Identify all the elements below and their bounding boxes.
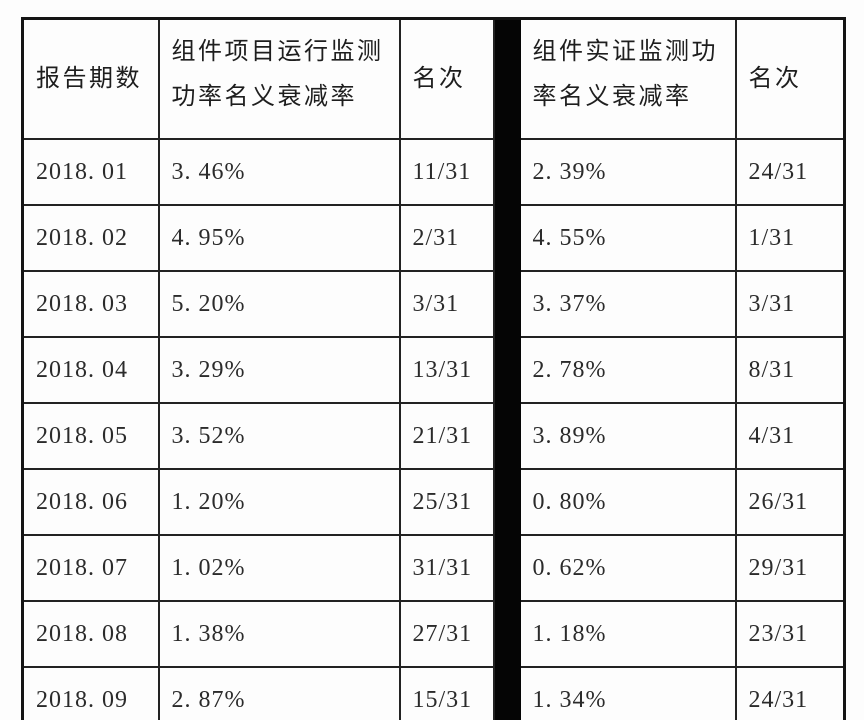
empirical-rank-cell: 26/31 — [734, 468, 846, 536]
operation-rank-cell: 2/31 — [398, 204, 495, 272]
operation-rank-cell: 27/31 — [398, 600, 495, 668]
header-empirical-rank-label: 名次 — [748, 65, 802, 92]
header-empirical-line1: 组件实证监测功 — [532, 39, 718, 65]
period-cell: 2018. 04 — [21, 336, 160, 404]
operation-rate-cell: 4. 95% — [157, 204, 401, 272]
empirical-rank-cell: 1/31 — [734, 204, 846, 272]
operation-rank-cell: 21/31 — [398, 402, 495, 470]
table-row: 2018. 04 3. 29% 13/31 2. 78% 8/31 — [21, 336, 846, 404]
table-row: 2018. 06 1. 20% 25/31 0. 80% 26/31 — [21, 468, 846, 536]
header-cell-empirical-rate: 组件实证监测功 率名义衰减率 — [518, 17, 737, 140]
empirical-rate-cell: 2. 78% — [518, 336, 737, 404]
table-row: 2018. 03 5. 20% 3/31 3. 37% 3/31 — [21, 270, 846, 338]
divider-cell — [492, 468, 521, 536]
operation-rate-cell: 2. 87% — [157, 666, 401, 720]
table-row: 2018. 01 3. 46% 11/31 2. 39% 24/31 — [21, 138, 846, 206]
operation-rate-cell: 3. 52% — [157, 402, 401, 470]
divider-cell — [492, 138, 521, 206]
decay-comparison-table: 报告期数 组件项目运行监测 功率名义衰减率 名次 组件实证监测功 率名义衰减率 … — [21, 17, 846, 720]
divider-cell — [492, 534, 521, 602]
period-cell: 2018. 07 — [21, 534, 160, 602]
operation-rank-cell: 13/31 — [398, 336, 495, 404]
operation-rate-cell: 3. 29% — [157, 336, 401, 404]
divider-cell — [492, 336, 521, 404]
header-row: 报告期数 组件项目运行监测 功率名义衰减率 名次 组件实证监测功 率名义衰减率 … — [21, 17, 846, 140]
divider-cell — [492, 600, 521, 668]
operation-rate-cell: 3. 46% — [157, 138, 401, 206]
period-cell: 2018. 05 — [21, 402, 160, 470]
empirical-rate-cell: 0. 80% — [518, 468, 737, 536]
divider-bar — [492, 17, 521, 140]
operation-rate-cell: 1. 38% — [157, 600, 401, 668]
empirical-rate-cell: 3. 37% — [518, 270, 737, 338]
table-row: 2018. 05 3. 52% 21/31 3. 89% 4/31 — [21, 402, 846, 470]
header-empirical-line2: 率名义衰减率 — [532, 84, 692, 110]
table-row: 2018. 07 1. 02% 31/31 0. 62% 29/31 — [21, 534, 846, 602]
period-cell: 2018. 02 — [21, 204, 160, 272]
empirical-rank-cell: 3/31 — [734, 270, 846, 338]
empirical-rank-cell: 4/31 — [734, 402, 846, 470]
header-period-label: 报告期数 — [36, 65, 142, 92]
operation-rate-cell: 1. 20% — [157, 468, 401, 536]
header-cell-operation-rate: 组件项目运行监测 功率名义衰减率 — [157, 17, 401, 140]
empirical-rank-cell: 24/31 — [734, 138, 846, 206]
period-cell: 2018. 01 — [21, 138, 160, 206]
divider-cell — [492, 402, 521, 470]
period-cell: 2018. 03 — [21, 270, 160, 338]
divider-cell — [492, 270, 521, 338]
table-body: 2018. 01 3. 46% 11/31 2. 39% 24/31 2018.… — [21, 138, 846, 720]
table-row: 2018. 02 4. 95% 2/31 4. 55% 1/31 — [21, 204, 846, 272]
operation-rate-cell: 1. 02% — [157, 534, 401, 602]
operation-rank-cell: 31/31 — [398, 534, 495, 602]
empirical-rate-cell: 2. 39% — [518, 138, 737, 206]
empirical-rate-cell: 4. 55% — [518, 204, 737, 272]
period-cell: 2018. 08 — [21, 600, 160, 668]
header-operation-line1: 组件项目运行监测 — [171, 39, 384, 65]
operation-rate-cell: 5. 20% — [157, 270, 401, 338]
empirical-rank-cell: 8/31 — [734, 336, 846, 404]
header-cell-empirical-rank: 名次 — [734, 17, 846, 140]
operation-rank-cell: 25/31 — [398, 468, 495, 536]
operation-rank-cell: 15/31 — [398, 666, 495, 720]
table-row: 2018. 09 2. 87% 15/31 1. 34% 24/31 — [21, 666, 846, 720]
operation-rank-cell: 11/31 — [398, 138, 495, 206]
divider-cell — [492, 666, 521, 720]
table-header: 报告期数 组件项目运行监测 功率名义衰减率 名次 组件实证监测功 率名义衰减率 … — [21, 17, 846, 140]
operation-rank-cell: 3/31 — [398, 270, 495, 338]
empirical-rate-cell: 1. 18% — [518, 600, 737, 668]
period-cell: 2018. 09 — [21, 666, 160, 720]
header-operation-rank-label: 名次 — [412, 65, 466, 92]
table-row: 2018. 08 1. 38% 27/31 1. 18% 23/31 — [21, 600, 846, 668]
header-cell-period: 报告期数 — [21, 17, 160, 140]
period-cell: 2018. 06 — [21, 468, 160, 536]
empirical-rank-cell: 29/31 — [734, 534, 846, 602]
empirical-rate-cell: 0. 62% — [518, 534, 737, 602]
header-operation-line2: 功率名义衰减率 — [171, 84, 357, 110]
divider-cell — [492, 204, 521, 272]
empirical-rate-cell: 1. 34% — [518, 666, 737, 720]
empirical-rank-cell: 24/31 — [734, 666, 846, 720]
header-cell-operation-rank: 名次 — [398, 17, 495, 140]
empirical-rate-cell: 3. 89% — [518, 402, 737, 470]
empirical-rank-cell: 23/31 — [734, 600, 846, 668]
